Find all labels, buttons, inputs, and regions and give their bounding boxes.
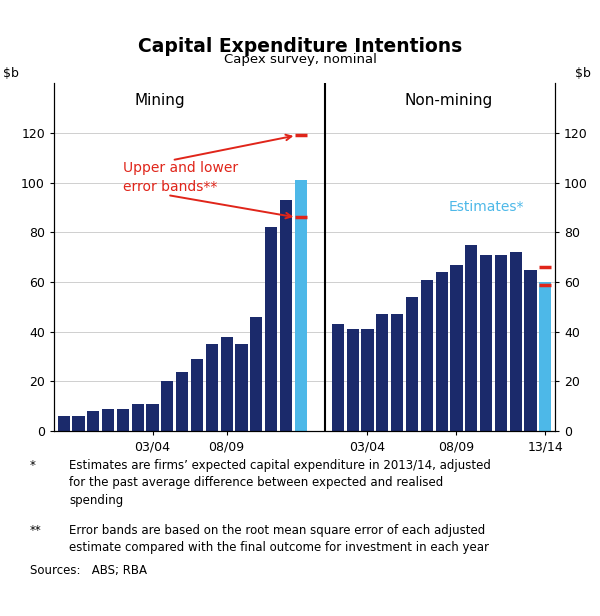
- Bar: [280, 200, 292, 431]
- Text: Estimates*: Estimates*: [448, 200, 524, 214]
- Bar: [465, 245, 478, 431]
- Text: Error bands are based on the root mean square error of each adjusted
estimate co: Error bands are based on the root mean s…: [69, 524, 489, 554]
- Bar: [58, 416, 70, 431]
- Bar: [376, 314, 388, 431]
- Bar: [73, 416, 85, 431]
- Text: Upper and lower
error bands**: Upper and lower error bands**: [123, 161, 238, 195]
- Bar: [87, 411, 100, 431]
- Bar: [161, 381, 173, 431]
- Bar: [146, 404, 158, 431]
- Bar: [391, 314, 403, 431]
- Bar: [102, 409, 114, 431]
- Bar: [436, 272, 448, 431]
- Bar: [347, 330, 359, 431]
- Bar: [406, 297, 418, 431]
- Bar: [421, 280, 433, 431]
- Text: Capital Expenditure Intentions: Capital Expenditure Intentions: [138, 38, 462, 56]
- Text: *: *: [30, 459, 36, 472]
- Bar: [221, 337, 233, 431]
- Text: Non-mining: Non-mining: [405, 93, 493, 108]
- Text: $b: $b: [575, 67, 590, 79]
- Bar: [235, 344, 248, 431]
- Text: Sources:   ABS; RBA: Sources: ABS; RBA: [30, 564, 147, 577]
- Bar: [265, 227, 277, 431]
- Bar: [539, 282, 551, 431]
- Bar: [524, 270, 536, 431]
- Text: Estimates are firms’ expected capital expenditure in 2013/14, adjusted
for the p: Estimates are firms’ expected capital ex…: [69, 459, 491, 507]
- Bar: [117, 409, 129, 431]
- Bar: [361, 330, 374, 431]
- Text: **: **: [30, 524, 42, 537]
- Bar: [480, 254, 492, 431]
- Bar: [509, 252, 522, 431]
- Bar: [295, 180, 307, 431]
- Bar: [131, 404, 144, 431]
- Bar: [250, 317, 262, 431]
- Bar: [332, 324, 344, 431]
- Bar: [176, 371, 188, 431]
- Text: $b: $b: [4, 67, 19, 79]
- Bar: [495, 254, 507, 431]
- Bar: [191, 359, 203, 431]
- Text: Capex survey, nominal: Capex survey, nominal: [224, 53, 376, 67]
- Text: Mining: Mining: [134, 93, 185, 108]
- Bar: [206, 344, 218, 431]
- Bar: [451, 265, 463, 431]
